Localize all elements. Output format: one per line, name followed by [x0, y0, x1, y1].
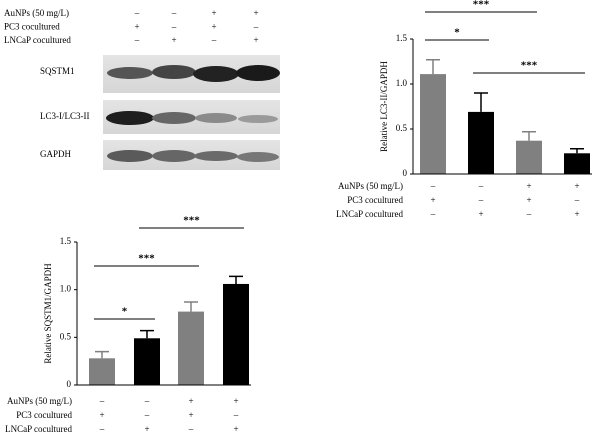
condition-sign: + — [526, 195, 531, 205]
condition-label: LNCaP cocultured — [4, 35, 71, 45]
condition-label: AuNPs (50 mg/L) — [7, 396, 72, 406]
condition-sign: – — [233, 410, 239, 420]
bar — [468, 111, 494, 174]
condition-sign: – — [134, 35, 140, 45]
error-bar — [95, 350, 109, 359]
y-tick-label: 1.0 — [60, 284, 72, 294]
condition-sign: + — [574, 209, 579, 219]
bar — [134, 338, 160, 385]
error-bar — [522, 130, 536, 141]
condition-sign: + — [526, 181, 531, 191]
y-tick-label: 0.5 — [60, 331, 72, 341]
condition-sign: – — [430, 181, 436, 191]
error-bar — [426, 58, 440, 75]
bar — [420, 74, 446, 174]
condition-sign: + — [171, 35, 176, 45]
condition-sign: + — [188, 396, 193, 406]
condition-label: LNCaP cocultured — [5, 424, 72, 433]
error-bar — [229, 275, 243, 284]
bar — [178, 311, 204, 385]
condition-sign: + — [233, 424, 238, 433]
condition-sign: – — [144, 396, 150, 406]
y-tick-label: 1.5 — [396, 33, 408, 43]
condition-sign: + — [134, 22, 139, 32]
condition-sign: + — [253, 8, 258, 18]
condition-sign: – — [574, 195, 580, 205]
condition-label: PC3 cocultured — [16, 410, 72, 420]
condition-sign: + — [211, 8, 216, 18]
y-tick-label: 1.5 — [60, 236, 72, 246]
band-label: GAPDH — [40, 149, 72, 159]
condition-sign: – — [134, 8, 140, 18]
bar — [564, 153, 590, 174]
significance-label: * — [122, 306, 128, 318]
significance-label: * — [454, 27, 460, 39]
bar — [516, 140, 542, 174]
condition-sign: + — [188, 410, 193, 420]
condition-label: LNCaP cocultured — [336, 209, 403, 219]
condition-label: PC3 cocultured — [4, 22, 60, 32]
condition-sign: + — [233, 396, 238, 406]
condition-label: AuNPs (50 mg/L) — [4, 8, 69, 18]
y-axis-label: Relative LC3-II/GAPDH — [379, 61, 389, 152]
significance-label: *** — [183, 215, 200, 227]
condition-label: PC3 cocultured — [347, 195, 403, 205]
y-tick-label: 0.5 — [396, 123, 408, 133]
significance-label: *** — [521, 60, 538, 72]
y-axis-label: Relative SQSTM1/GAPDH — [43, 263, 53, 364]
condition-sign: + — [430, 195, 435, 205]
condition-sign: + — [574, 181, 579, 191]
condition-sign: – — [526, 209, 532, 219]
condition-sign: – — [478, 181, 484, 191]
error-bar — [570, 148, 584, 154]
condition-sign: + — [99, 410, 104, 420]
band-label: LC3-I/LC3-II — [40, 111, 90, 121]
y-tick-label: 1.0 — [396, 78, 408, 88]
significance-label: *** — [138, 253, 155, 265]
bar — [223, 283, 249, 385]
condition-sign: – — [478, 195, 484, 205]
error-bar — [474, 92, 488, 112]
condition-sign: – — [144, 410, 150, 420]
condition-sign: – — [99, 424, 105, 433]
significance-label: *** — [473, 0, 490, 11]
condition-sign: – — [171, 8, 177, 18]
condition-sign: – — [171, 22, 177, 32]
error-bar — [140, 329, 154, 339]
condition-sign: – — [211, 35, 217, 45]
error-bar — [184, 301, 198, 312]
band-label: SQSTM1 — [40, 66, 75, 76]
condition-sign: – — [188, 424, 194, 433]
condition-sign: + — [478, 209, 483, 219]
y-tick-label: 0 — [67, 379, 72, 389]
condition-sign: + — [253, 35, 258, 45]
condition-label: AuNPs (50 mg/L) — [338, 181, 403, 191]
blot-image — [103, 55, 280, 170]
condition-sign: – — [430, 209, 436, 219]
condition-sign: – — [99, 396, 105, 406]
condition-sign: + — [144, 424, 149, 433]
y-tick-label: 0 — [403, 168, 408, 178]
condition-sign: + — [211, 22, 216, 32]
condition-sign: – — [253, 22, 259, 32]
bar — [89, 358, 115, 385]
